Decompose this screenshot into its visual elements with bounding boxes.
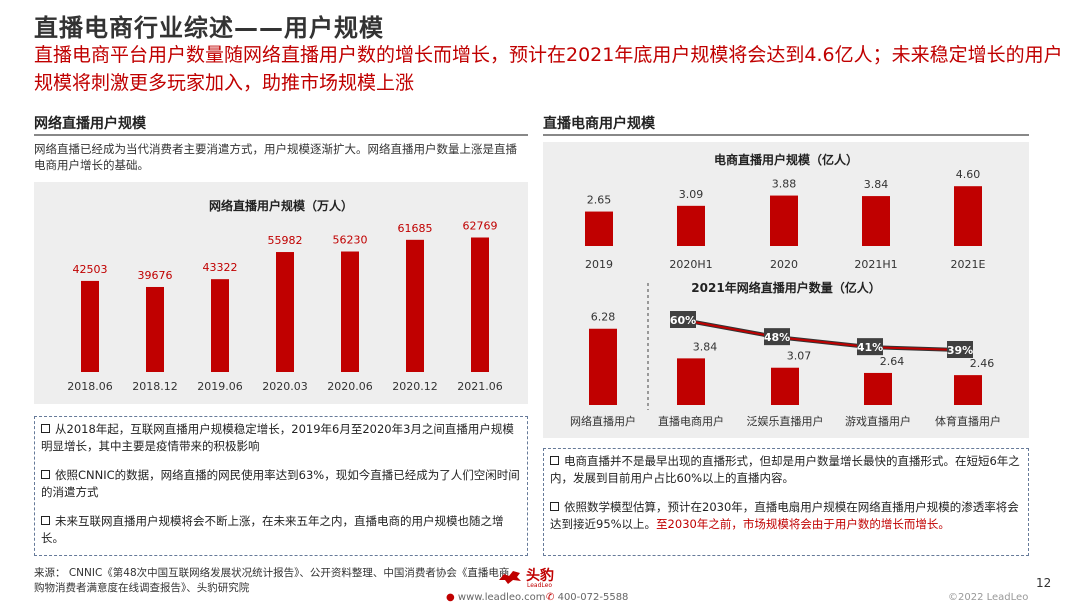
penetration-label: 41% — [857, 341, 883, 354]
phone-icon: ✆ — [546, 592, 555, 603]
penetration-label: 48% — [764, 331, 790, 344]
page-number: 12 — [1036, 576, 1052, 590]
x-tick-label: 2018.12 — [132, 380, 178, 393]
bar — [211, 279, 229, 372]
x-tick-label: 2019.06 — [197, 380, 243, 393]
x-tick-label: 2021.06 — [457, 380, 503, 393]
bar — [677, 205, 705, 246]
footer-phone: ✆ 400-072-5588 — [546, 592, 629, 603]
penetration-badge — [764, 328, 790, 346]
bar — [677, 358, 705, 405]
checkbox-bullet-icon — [41, 470, 50, 479]
source-text: 来源： CNNIC《第48次中国互联网络发展状况统计报告》、公开资料整理、中国消… — [34, 567, 510, 594]
bar — [954, 375, 982, 405]
data-label: 3.84 — [693, 340, 718, 353]
data-label: 3.09 — [679, 188, 704, 201]
checkbox-bullet-icon — [550, 502, 559, 511]
right-section-title: 直播电商用户规模 — [543, 116, 655, 132]
left-section-title: 网络直播用户规模 — [34, 116, 146, 132]
bar — [406, 239, 424, 372]
bar — [276, 252, 294, 372]
checkbox-bullet-icon — [41, 516, 50, 525]
right-note-1: 电商直播并不是最早出现的直播形式，但却是用户数量增长最快的直播形式。在短短6年之… — [550, 454, 1020, 485]
x-tick-label: 2019 — [585, 258, 613, 271]
data-label: 2.46 — [970, 357, 995, 370]
page-title: 直播电商行业综述——用户规模 — [34, 14, 384, 42]
chart-title: 电商直播用户规模（亿人） — [714, 152, 858, 167]
data-label: 61685 — [398, 222, 433, 235]
right-chart-panel: 电商直播用户规模（亿人） 2.65 2019 3.09 2020H1 3.88 2020 3.… — [543, 142, 1029, 438]
footer-copyright: ©2022 LeadLeo — [948, 592, 1029, 603]
bar — [770, 195, 798, 246]
x-tick-label: 2020H1 — [669, 258, 712, 271]
data-label: 3.84 — [864, 178, 889, 191]
x-tick-label: 2018.06 — [67, 380, 113, 393]
data-label: 3.88 — [772, 178, 797, 191]
bar — [771, 367, 799, 405]
bar — [471, 237, 489, 372]
bar — [864, 372, 892, 405]
leopard-logo-icon — [498, 568, 522, 586]
x-tick-label: 2021H1 — [854, 258, 897, 271]
x-tick-label: 2020 — [770, 258, 798, 271]
data-label: 6.28 — [591, 311, 616, 324]
x-tick-label: 体育直播用户 — [935, 414, 1001, 428]
left-note-2: 依照CNNIC的数据，网络直播的网民使用率达到63%，现如今直播已经成为了人们空… — [41, 468, 520, 499]
data-label: 56230 — [333, 234, 368, 247]
checkbox-bullet-icon — [550, 456, 559, 465]
data-label: 4.60 — [956, 168, 981, 181]
left-note-3: 未来互联网直播用户规模将会不断上涨，在未来五年之内，直播电商的用户规模也随之增长… — [41, 514, 504, 545]
data-label: 55982 — [268, 234, 303, 247]
bar — [862, 196, 890, 246]
data-label: 39676 — [138, 269, 173, 282]
left-intro-text: 网络直播已经成为当代消费者主要消遣方式，用户规模逐渐扩大。网络直播用户数量上涨是… — [34, 142, 517, 172]
bar — [585, 211, 613, 246]
penetration-badge — [947, 341, 973, 358]
penetration-line-shadow — [682, 318, 961, 352]
x-tick-label: 游戏直播用户 — [845, 414, 911, 428]
x-tick-label: 2021E — [951, 258, 986, 271]
data-label: 2.64 — [880, 355, 905, 368]
ecommerce-users-chart: 电商直播用户规模（亿人） 2.65 2019 3.09 2020H1 3.88 2020 3.… — [570, 152, 1001, 428]
penetration-line — [682, 319, 961, 351]
bar — [589, 328, 617, 405]
penetration-badge — [670, 311, 696, 328]
logo-subtext: LeadLeo — [527, 582, 553, 589]
data-label: 2.65 — [587, 194, 612, 207]
right-section-divider — [543, 134, 1029, 136]
page-subtitle: 直播电商平台用户数量随网络直播用户数的增长而增长，预计在2021年底用户规模将会… — [34, 44, 1063, 94]
data-label: 42503 — [73, 263, 108, 276]
chart-title: 2021年网络直播用户数量（亿人） — [691, 280, 880, 295]
x-tick-label: 2020.06 — [327, 380, 373, 393]
x-tick-label: 网络直播用户 — [570, 414, 636, 428]
bar — [341, 251, 359, 372]
left-note-1: 从2018年起，互联网直播用户规模稳定增长，2019年6月至2020年3月之间直… — [41, 422, 514, 453]
left-section-divider — [34, 134, 528, 136]
x-tick-label: 泛娱乐直播用户 — [747, 414, 824, 428]
penetration-label: 39% — [947, 344, 973, 357]
bar — [954, 186, 982, 246]
checkbox-bullet-icon — [41, 424, 50, 433]
x-tick-label: 2020.03 — [262, 380, 308, 393]
data-label: 62769 — [463, 219, 498, 232]
penetration-badge — [857, 338, 883, 356]
logo-text: 头豹 — [526, 568, 554, 584]
right-notes-box: 电商直播并不是最早出现的直播形式，但却是用户数量增长最快的直播形式。在短短6年之… — [543, 448, 1029, 556]
data-label: 43322 — [203, 261, 238, 274]
bar — [146, 286, 164, 372]
left-notes-box: 从2018年起，互联网直播用户规模稳定增长，2019年6月至2020年3月之间直… — [34, 416, 528, 556]
footer-website[interactable]: ● www.leadleo.com — [446, 592, 546, 603]
x-tick-label: 2020.12 — [392, 380, 438, 393]
x-tick-label: 直播电商用户 — [658, 414, 724, 428]
data-label: 3.07 — [787, 350, 812, 363]
globe-icon: ● — [446, 592, 455, 603]
left-chart-panel: 网络直播用户规模（万人） 42503 2018.06 39676 2018.12 4332… — [34, 182, 528, 404]
bar — [81, 280, 99, 372]
users-scale-chart: 网络直播用户规模（万人） 42503 2018.06 39676 2018.12 4332… — [67, 198, 503, 393]
penetration-label: 60% — [670, 314, 696, 327]
chart-title: 网络直播用户规模（万人） — [209, 198, 353, 213]
right-note-2: 依照数学模型估算，预计在2030年，直播电扇用户规模在网络直播用户规模的渗透率将… — [550, 500, 1019, 531]
